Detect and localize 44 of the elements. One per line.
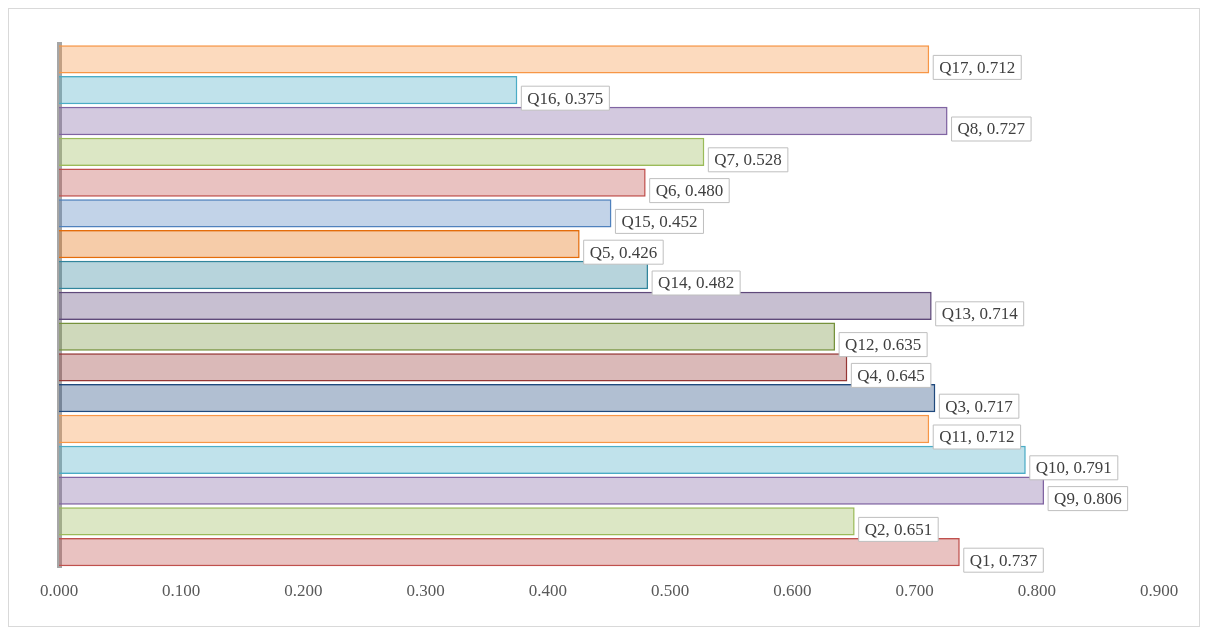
x-tick-label: 0.700: [895, 581, 934, 601]
x-tick-label: 0.500: [650, 581, 690, 601]
bar: [59, 260, 649, 290]
data-label: Q4, 0.645: [857, 365, 925, 385]
data-label: Q12, 0.635: [845, 335, 922, 355]
x-tick-label: 0.800: [1017, 581, 1056, 601]
data-label: Q2, 0.651: [864, 519, 933, 539]
data-label: Q10, 0.791: [1035, 458, 1112, 478]
data-label: Q7, 0.528: [714, 150, 782, 170]
bar: [59, 291, 932, 320]
bar: [59, 507, 855, 536]
x-tick-label: 0.200: [284, 581, 323, 601]
bar: [59, 445, 1026, 474]
data-label: Q9, 0.806: [1054, 489, 1122, 509]
data-label: Q11, 0.712: [939, 427, 1015, 447]
data-label: Q16, 0.375: [527, 88, 604, 108]
data-label: Q17, 0.712: [939, 57, 1016, 77]
x-tick-label: 0.400: [528, 581, 568, 601]
x-tick-label: 0.100: [162, 581, 201, 601]
bar: [59, 137, 705, 166]
x-tick-label: 0.300: [406, 581, 445, 601]
bar: [59, 45, 930, 74]
data-label: Q6, 0.480: [655, 181, 724, 201]
x-tick-label: 0.600: [773, 581, 812, 601]
bar: [59, 168, 646, 197]
data-label: Q3, 0.717: [945, 396, 1014, 416]
bar: [59, 199, 612, 228]
bar: [59, 230, 580, 259]
bar: [59, 414, 930, 444]
bar: [59, 353, 848, 382]
bar: [59, 384, 936, 413]
bar: [59, 106, 948, 136]
data-label: Q15, 0.452: [621, 211, 698, 231]
bar: [59, 76, 518, 105]
x-tick-label: 0.000: [39, 581, 79, 601]
bar: [59, 538, 960, 567]
data-label: Q5, 0.426: [589, 242, 658, 262]
data-label: Q13, 0.714: [941, 304, 1019, 324]
bar: [59, 476, 1045, 505]
x-tick-label: 0.900: [1139, 581, 1179, 601]
data-label: Q1, 0.737: [969, 550, 1038, 570]
data-label: Q14, 0.482: [658, 273, 735, 293]
data-label: Q8, 0.727: [957, 119, 1026, 139]
bar: [59, 322, 836, 351]
